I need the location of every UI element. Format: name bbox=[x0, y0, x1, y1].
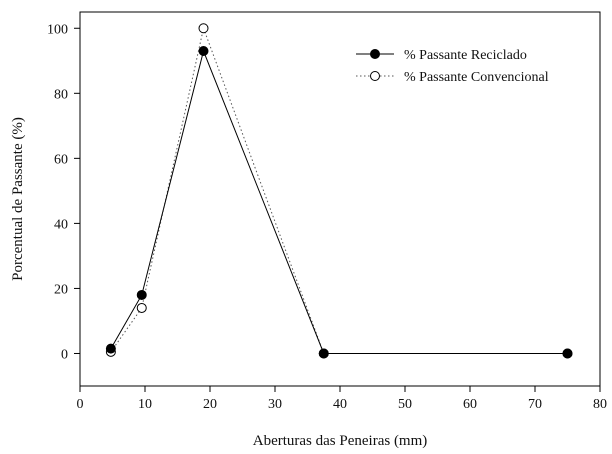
y-axis: 0 20 40 60 80 100 bbox=[47, 22, 80, 362]
legend-marker-convencional bbox=[370, 71, 380, 81]
y-tick-label: 80 bbox=[54, 87, 68, 102]
point-reciclado bbox=[198, 46, 209, 57]
legend-label-reciclado: % Passante Reciclado bbox=[404, 48, 527, 63]
series-line-reciclado bbox=[110, 49, 568, 354]
y-tick-label: 20 bbox=[54, 282, 68, 297]
x-axis: 0 10 20 30 40 50 60 70 80 bbox=[77, 386, 607, 412]
series-layer bbox=[105, 23, 573, 359]
plot-area bbox=[79, 11, 601, 387]
point-reciclado bbox=[318, 348, 329, 359]
x-tick-label: 10 bbox=[138, 397, 152, 412]
y-tick-label: 60 bbox=[54, 152, 68, 167]
point-reciclado bbox=[136, 289, 147, 300]
x-tick-label: 60 bbox=[463, 397, 477, 412]
x-tick-label: 70 bbox=[528, 397, 542, 412]
x-tick-label: 80 bbox=[593, 397, 607, 412]
legend-marker-reciclado bbox=[370, 49, 380, 59]
legend: % Passante Reciclado % Passante Convenci… bbox=[356, 48, 549, 85]
x-tick-label: 30 bbox=[268, 397, 282, 412]
y-tick-label: 0 bbox=[61, 347, 68, 362]
y-axis-title: Porcentual de Passante (%) bbox=[10, 117, 26, 281]
x-tick-label: 0 bbox=[77, 397, 84, 412]
x-axis-title: Aberturas das Peneiras (mm) bbox=[253, 433, 428, 449]
x-tick-label: 20 bbox=[203, 397, 217, 412]
legend-label-convencional: % Passante Convencional bbox=[404, 70, 549, 85]
y-tick-label: 100 bbox=[47, 22, 68, 37]
y-tick-label: 40 bbox=[54, 217, 68, 232]
point-reciclado bbox=[562, 348, 573, 359]
x-tick-label: 50 bbox=[398, 397, 412, 412]
point-convencional bbox=[198, 23, 209, 34]
point-reciclado bbox=[105, 343, 116, 354]
plot-frame bbox=[79, 11, 601, 387]
x-tick-label: 40 bbox=[333, 397, 347, 412]
point-convencional bbox=[136, 302, 147, 313]
